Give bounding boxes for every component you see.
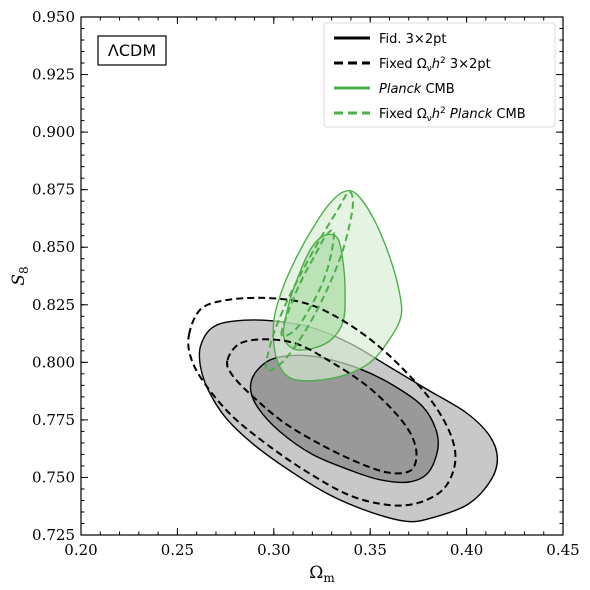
y-tick-label: 0.925: [32, 66, 75, 84]
model-label: ΛCDM: [108, 41, 156, 60]
legend-item-planck-cmb: Planck CMB: [334, 82, 455, 97]
y-tick-label: 0.725: [32, 526, 75, 544]
contour-dashed-green-inner: [280, 229, 335, 338]
plot-frame: [80, 16, 564, 536]
legend-item-fixed-planck-cmb: Fixed Ωνh2 Planck CMB: [334, 106, 526, 124]
y-tick-label: 0.850: [32, 238, 75, 256]
legend-item-fid-3x2pt: Fid. 3×2pt: [334, 32, 446, 47]
legend-label: Fixed Ωνh2 3×2pt: [379, 56, 491, 74]
x-axis-label: Ωm: [309, 563, 335, 585]
x-tick-label: 0.35: [353, 541, 386, 559]
x-tick-label: 0.45: [546, 541, 579, 559]
contour-dashed-black-inner: [226, 338, 418, 475]
x-tick-label: 0.30: [257, 541, 290, 559]
y-tick-label: 0.950: [32, 8, 75, 26]
y-axis-label: S8: [9, 266, 31, 285]
legend-label: Planck CMB: [379, 82, 455, 97]
legend-label: Fid. 3×2pt: [379, 32, 446, 47]
x-tick-label: 0.20: [64, 541, 97, 559]
axis-ticks: 0.20 0.25 0.30 0.35 0.40 0.45 0.725 0.750 0.775 0…: [32, 8, 580, 559]
y-tick-label: 0.875: [32, 181, 75, 199]
y-tick-label: 0.825: [32, 296, 75, 314]
y-tick-label: 0.775: [32, 411, 75, 429]
contour-dashed-black-outer: [187, 296, 457, 507]
legend: Fid. 3×2pt Fixed Ωνh2 3×2pt Planck CMB F…: [323, 22, 556, 128]
legend-item-fixed-3x2pt: Fixed Ωνh2 3×2pt: [334, 56, 491, 74]
y-tick-label: 0.900: [32, 123, 75, 141]
x-tick-label: 0.40: [450, 541, 483, 559]
contour-layer: [187, 189, 499, 523]
model-label-box: ΛCDM: [97, 35, 167, 66]
y-tick-label: 0.750: [32, 468, 75, 486]
x-tick-label: 0.25: [161, 541, 194, 559]
contour-dashed-green-outer: [264, 190, 354, 372]
y-tick-label: 0.800: [32, 353, 75, 371]
contour-green-inner: [282, 233, 346, 351]
legend-label: Fixed Ωνh2 Planck CMB: [379, 106, 526, 124]
